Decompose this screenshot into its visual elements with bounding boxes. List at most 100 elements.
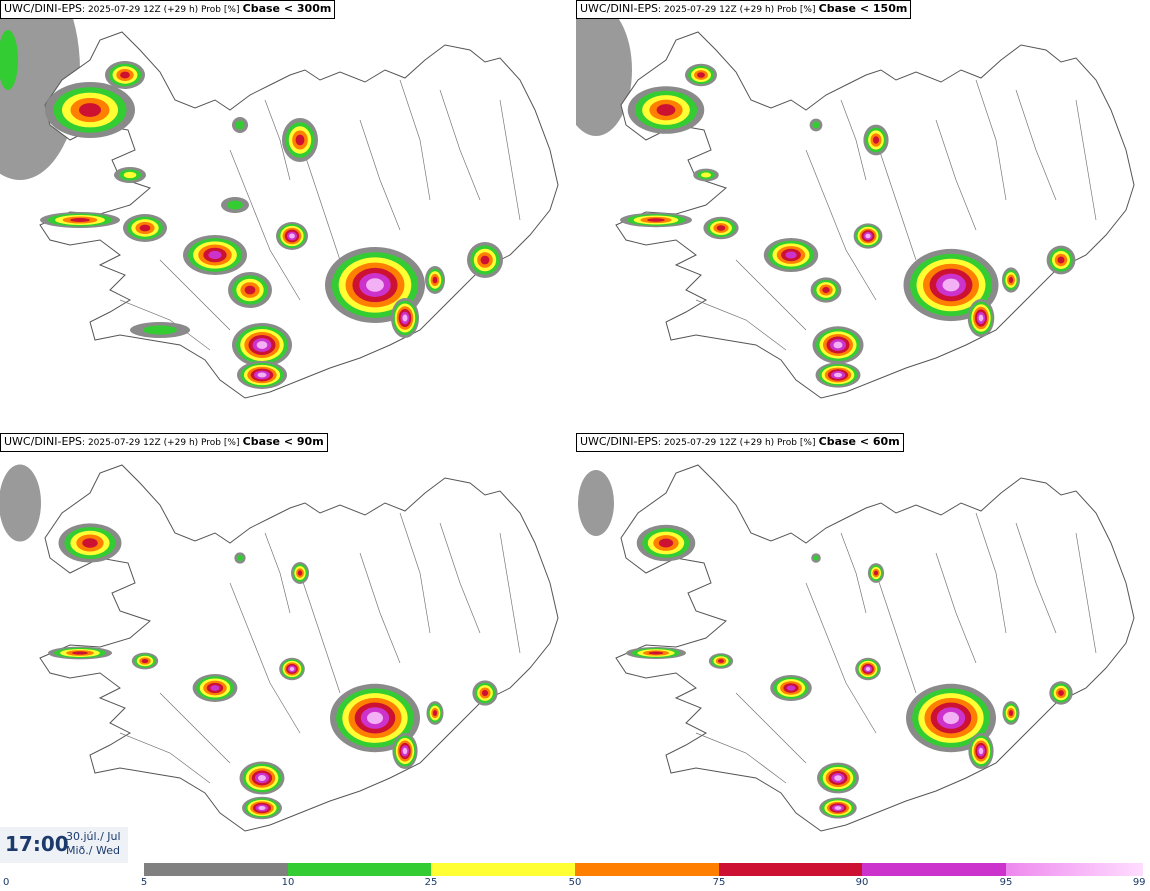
probability-area [708, 653, 734, 669]
probability-contour [834, 806, 842, 810]
river-line [695, 299, 787, 351]
probability-contour [813, 555, 819, 561]
legend-tick-label: 0 [3, 877, 10, 888]
probability-area [237, 361, 287, 389]
probability-area [239, 761, 285, 795]
probability-contour [700, 172, 712, 178]
probability-area [234, 552, 246, 564]
iceland-map [576, 4, 1135, 399]
probability-area [426, 701, 444, 725]
probability-area [276, 222, 308, 250]
probability-contour [82, 538, 98, 548]
probability-contour [1008, 276, 1014, 284]
probability-area [58, 523, 122, 563]
coastline [615, 31, 1135, 399]
probability-contour [658, 538, 674, 548]
probability-contour [978, 747, 984, 755]
river-line [439, 522, 481, 634]
river-line [805, 582, 877, 734]
sea-cloud-region [0, 464, 41, 542]
probability-contour [865, 667, 871, 671]
probability-area [232, 117, 248, 133]
valid-time-box: 17:00 30.júl./ Jul Mið./ Wed [0, 827, 128, 863]
probability-contour [942, 278, 960, 292]
river-line [439, 89, 481, 201]
legend-swatch [144, 863, 288, 876]
probability-contour [366, 278, 384, 292]
color-legend: 0 5 10 25 50 75 90 95 99 [0, 863, 1150, 891]
river-line [359, 119, 401, 231]
river-line [875, 572, 917, 694]
coastline [39, 464, 559, 832]
probability-area [770, 675, 812, 701]
river-line [975, 512, 1007, 634]
probability-contour [874, 570, 878, 576]
probability-area [703, 216, 739, 240]
river-line [1015, 522, 1057, 634]
probability-contour [822, 286, 830, 294]
probability-contour [648, 651, 664, 655]
river-line [229, 149, 301, 301]
probability-area [1002, 267, 1020, 293]
probability-contour [236, 554, 244, 562]
probability-area [812, 326, 864, 364]
probability-contour [697, 72, 705, 78]
coastline [615, 464, 1135, 832]
river-line [1075, 99, 1097, 221]
probability-area [819, 797, 857, 819]
probability-area [279, 657, 305, 681]
probability-contour [1008, 710, 1014, 716]
river-line [159, 259, 231, 331]
legend-swatch [288, 863, 431, 876]
probability-area [45, 82, 135, 138]
probability-contour [834, 775, 842, 781]
probability-area [815, 362, 861, 388]
valid-day: Mið./ Wed [66, 844, 120, 857]
probability-area [425, 266, 445, 294]
river-line [840, 532, 867, 614]
probability-contour [244, 285, 256, 295]
valid-time-clock: 17:00 [5, 832, 69, 856]
legend-swatch [862, 863, 1006, 876]
probability-area [105, 61, 145, 89]
probability-area [810, 277, 842, 303]
probability-contour [647, 218, 665, 222]
probability-contour [432, 710, 438, 716]
river-line [399, 512, 431, 634]
probability-contour [257, 372, 267, 378]
river-line [399, 79, 431, 201]
probability-area [817, 762, 859, 794]
river-line [264, 532, 291, 614]
probability-contour [833, 372, 843, 378]
probability-area [228, 272, 272, 308]
iceland-map [0, 0, 559, 399]
legend-swatch [1006, 863, 1143, 876]
probability-area [232, 323, 292, 367]
probability-contour [865, 233, 871, 239]
probability-contour [1057, 256, 1065, 264]
probability-contour [718, 659, 724, 663]
probability-area [391, 298, 419, 338]
probability-area [626, 647, 686, 659]
probability-area [183, 235, 247, 275]
panel-title: UWC/DINI-EPS: 2025-07-29 12Z (+29 h) Pro… [576, 0, 912, 19]
probability-area [242, 796, 282, 820]
probability-contour [210, 685, 220, 691]
probability-area [1046, 245, 1076, 275]
probability-contour [872, 136, 880, 144]
probability-contour [402, 314, 408, 322]
probability-area [282, 118, 318, 162]
probability-contour [366, 711, 384, 725]
probability-contour [716, 225, 726, 231]
probability-area [392, 733, 418, 769]
probability-area [114, 167, 146, 183]
probability-contour [978, 314, 984, 322]
probability-area [811, 553, 821, 563]
river-line [975, 79, 1007, 201]
probability-area [40, 212, 120, 228]
river-line [935, 119, 977, 231]
iceland-map [0, 464, 559, 832]
map-panel-150m: UWC/DINI-EPS: 2025-07-29 12Z (+29 h) Pro… [576, 0, 1149, 430]
probability-contour [143, 325, 177, 335]
probability-contour [481, 689, 489, 697]
